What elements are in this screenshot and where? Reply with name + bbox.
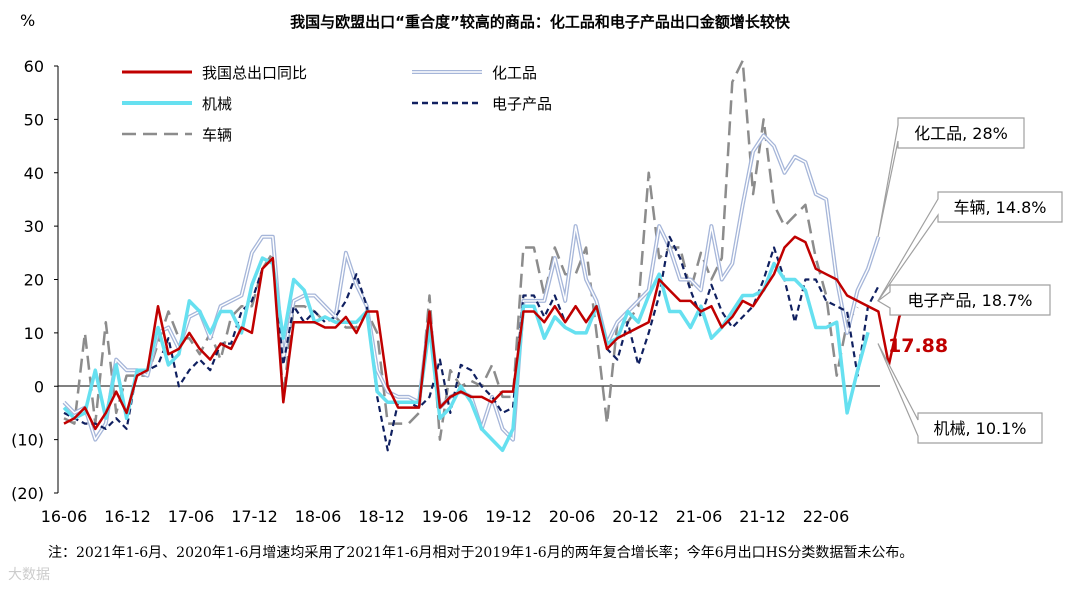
series-line-2 bbox=[62, 256, 870, 453]
x-tick-label: 19-12 bbox=[485, 507, 532, 526]
callout-label: 机械, 10.1% bbox=[933, 419, 1026, 438]
x-tick-label: 21-06 bbox=[676, 507, 723, 526]
legend-label: 电子产品 bbox=[492, 95, 552, 113]
x-tick-label: 18-12 bbox=[358, 507, 405, 526]
series-line-0 bbox=[63, 235, 921, 431]
x-tick-label: 20-12 bbox=[612, 507, 659, 526]
callout-label: 化工品, 28% bbox=[914, 124, 1008, 143]
callouts: 化工品, 28% 车辆, 14.8% 电子产品, 18.7% 机械, 10.1% 17.… bbox=[876, 117, 1063, 444]
callout-box bbox=[877, 343, 1043, 444]
x-tick-label: 17-12 bbox=[231, 507, 278, 526]
x-tick-label: 19-06 bbox=[422, 507, 469, 526]
callout-box bbox=[877, 117, 1025, 237]
y-tick-label: 10 bbox=[24, 324, 44, 343]
x-tick-label: 21-12 bbox=[739, 507, 786, 526]
callout-label: 电子产品, 18.7% bbox=[907, 291, 1032, 310]
y-ticks: 60 50 40 30 20 10 0 (10) (20) bbox=[11, 57, 58, 503]
x-tick-label: 20-06 bbox=[549, 507, 596, 526]
x-tick-label: 18-06 bbox=[295, 507, 342, 526]
callout-label: 车辆, 14.8% bbox=[953, 198, 1046, 217]
callout-box bbox=[877, 191, 1063, 302]
footnote: 注：2021年1-6月、2020年1-6月增速均采用了2021年1-6月相对于2… bbox=[48, 545, 914, 561]
callout-box bbox=[876, 284, 1051, 316]
chart-title: 我国与欧盟出口“重合度”较高的商品：化工品和电子产品出口金额增长较快 bbox=[290, 13, 791, 31]
series-line-4 bbox=[63, 59, 859, 441]
x-tick-label: 17-06 bbox=[168, 507, 215, 526]
x-tick-label: 16-12 bbox=[104, 507, 151, 526]
x-tick-label: 16-06 bbox=[41, 507, 88, 526]
legend-label: 我国总出口同比 bbox=[202, 64, 307, 82]
series-line-1-inner bbox=[63, 134, 880, 441]
y-tick-label: 40 bbox=[24, 164, 44, 183]
x-tick-label: 22-06 bbox=[803, 507, 850, 526]
y-tick-label: 20 bbox=[24, 271, 44, 290]
x-ticks: 16-06 16-12 17-06 17-12 18-06 18-12 19-06 19-12… bbox=[41, 507, 850, 526]
total-export-value-label: 17.88 bbox=[888, 335, 948, 357]
y-tick-label: (20) bbox=[11, 484, 44, 503]
y-tick-label: 30 bbox=[24, 217, 44, 236]
series-line-1 bbox=[62, 133, 881, 442]
watermark: 大数据 bbox=[8, 567, 50, 583]
y-tick-label: (10) bbox=[11, 431, 44, 450]
legend-label: 车辆 bbox=[202, 126, 232, 144]
legend-label: 机械 bbox=[202, 95, 232, 113]
series-lines bbox=[62, 59, 921, 453]
series-line-3 bbox=[63, 235, 880, 452]
y-tick-label: 50 bbox=[24, 110, 44, 129]
y-tick-label: 0 bbox=[34, 377, 44, 396]
y-axis-label: % bbox=[20, 11, 35, 30]
legend-label: 化工品 bbox=[492, 64, 537, 82]
y-tick-label: 60 bbox=[24, 57, 44, 76]
